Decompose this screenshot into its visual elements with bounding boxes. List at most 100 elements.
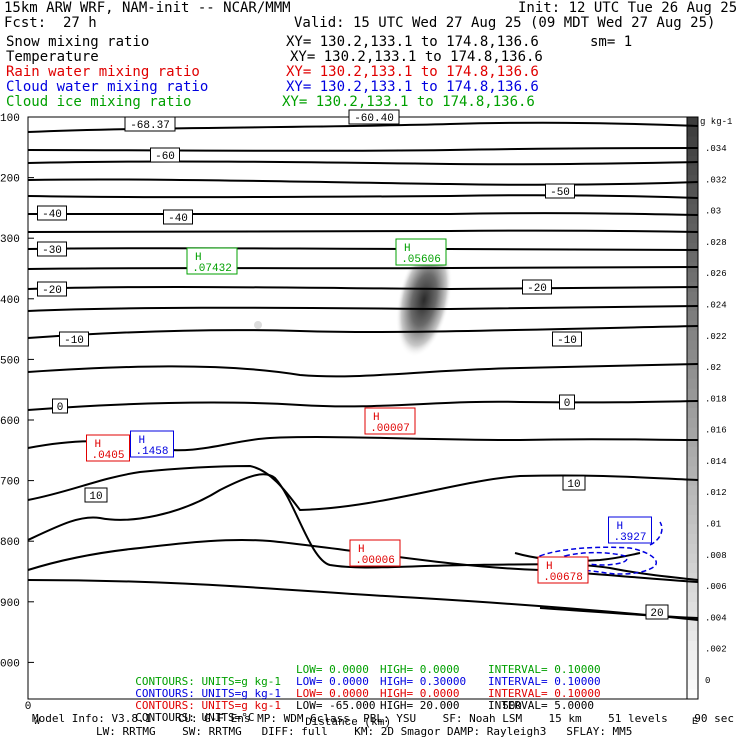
init-time: Init: 12 UTC Tue 26 Aug 25 (518, 0, 738, 16)
isotherm-line (27, 178, 699, 186)
contour-temp-label: CONTOURS: (135, 711, 195, 724)
y-tick-label: 500 (0, 355, 20, 367)
x-axis-title: Distance (km) (305, 717, 391, 729)
isotherm-label: -60 (155, 151, 175, 163)
colorbar-swatch (687, 689, 698, 700)
isotherm-label: -30 (42, 245, 62, 257)
contour-temp-high: HIGH= 20.000 (380, 699, 460, 712)
isotherm-top-label-box (348, 109, 400, 125)
field-cloudice-name: Cloud ice mixing ratio (6, 94, 192, 110)
field-cloudice-xy: XY= 130.2,133.1 to 174.8,136.6 (282, 94, 535, 110)
colorbar-swatch (687, 126, 698, 137)
isotherm-label: 0 (57, 402, 64, 414)
maximum-box (537, 556, 589, 584)
field-snow-xy: XY= 130.2,133.1 to 174.8,136.6 (286, 34, 539, 50)
maximum-value: .00007 (370, 423, 410, 435)
maximum-box (608, 516, 652, 544)
colorbar-swatch (687, 427, 698, 438)
contour-temp-units: UNITS=°C (201, 711, 255, 724)
field-rain-name: Rain water mixing ratio (6, 64, 200, 80)
colorbar-swatch (687, 330, 698, 341)
maximum-box (364, 407, 416, 435)
isotherm-line (27, 229, 699, 233)
maximum-value: .1458 (135, 446, 168, 458)
contour-ice-interval: INTERVAL= 0.10000 (488, 663, 601, 676)
colorbar-tick-label: .018 (705, 394, 727, 404)
y-tick-label: 100 (0, 113, 20, 125)
colorbar: g kg-1 .034 .032 .03 .028 .026 .024 .022 .02 .018… (686, 116, 732, 700)
x-tick-500: 500 (502, 701, 522, 713)
isotherm-label-box (124, 116, 176, 132)
colorbar-swatch (687, 155, 698, 166)
x-end-west: W (34, 717, 40, 728)
colorbar-swatch (687, 631, 698, 642)
colorbar-swatch (687, 252, 698, 263)
contour-ice-high: HIGH= 0.0000 (380, 663, 460, 676)
contour-info-ice: CONTOURS: UNITS=g kg-1 (122, 664, 281, 688)
colorbar-swatch (687, 485, 698, 496)
y-tick-label: 800 (0, 537, 20, 549)
y-tick-label: 400 (0, 295, 20, 307)
colorbar-swatch (687, 408, 698, 419)
colorbar-swatch (687, 543, 698, 554)
field-cloudwater-name: Cloud water mixing ratio (6, 79, 209, 95)
colorbar-swatch (687, 514, 698, 525)
isotherm-line (27, 212, 699, 216)
isotherm-label: -50 (550, 187, 570, 199)
maximum-h-label: H (546, 561, 553, 573)
colorbar-tick-label: .008 (705, 551, 727, 561)
isotherm-line (27, 147, 699, 152)
isotherm-line (27, 473, 699, 581)
colorbar-swatch (687, 291, 698, 302)
isotherm-label-box (150, 147, 180, 163)
colorbar-tick-label: .014 (705, 457, 727, 467)
isotherm-label-box (59, 331, 89, 347)
colorbar-swatch (687, 563, 698, 574)
colorbar-swatch (687, 204, 698, 215)
colorbar-swatch (687, 117, 698, 128)
model-info-line1: Model Info: V3.8.1 CU: G-F Ens MP: WDM 6… (32, 712, 734, 725)
colorbar-swatch (687, 243, 698, 254)
colorbar-swatch (687, 553, 698, 564)
colorbar-swatch (687, 660, 698, 671)
colorbar-tick-label: .02 (705, 363, 721, 373)
maximum-box (395, 238, 447, 266)
colorbar-tick-label: 0 (705, 676, 710, 686)
isotherm-label: -10 (557, 335, 577, 347)
isotherm-top-label: -60.40 (354, 113, 394, 125)
maximum-value: .0405 (91, 450, 124, 462)
snow-shading-light (254, 321, 262, 329)
isotherm-label-box (37, 281, 67, 297)
isotherm-line (27, 247, 699, 251)
valid-time: Valid: 15 UTC Wed 27 Aug 25 (09 MDT Wed … (294, 15, 716, 31)
maximum-h-label: H (373, 412, 380, 424)
isotherm-label: -40 (168, 213, 188, 225)
colorbar-swatch (687, 495, 698, 506)
isotherm-line (27, 464, 699, 512)
colorbar-tick-label: .032 (705, 175, 727, 185)
isotherm-label-box (645, 604, 669, 620)
contour-water-interval: INTERVAL= 0.10000 (488, 675, 601, 688)
colorbar-swatch (687, 534, 698, 545)
contour-info-water: CONTOURS: UNITS=g kg-1 (122, 676, 281, 700)
isotherm-label-box (562, 475, 586, 491)
colorbar-swatch (687, 378, 698, 390)
isotherm-line (539, 607, 699, 619)
isotherm-line (514, 552, 641, 562)
isotherm-label-box (37, 241, 67, 257)
isotherm-label: -68.37 (130, 120, 170, 132)
maximum-value: .3927 (613, 532, 646, 544)
colorbar-swatch (687, 650, 698, 661)
model-title: 15km ARW WRF, NAM-init -- NCAR/MMM (4, 0, 291, 16)
maximum-value: .00006 (355, 555, 395, 567)
isotherm-label: -40 (42, 209, 62, 221)
colorbar-swatch (687, 592, 698, 603)
maxima-labels: H.07432H.05606H.00007H.0405H.1458H.00006… (86, 238, 652, 584)
colorbar-swatch (687, 524, 698, 535)
colorbar-swatch (687, 572, 698, 584)
contour-rain-units: UNITS=g kg-1 (201, 699, 281, 712)
maximum-h-label: H (139, 435, 146, 447)
isotherm-line (27, 579, 699, 621)
isotherm-line (27, 160, 699, 166)
contour-rain-low: LOW= 0.0000 (296, 687, 369, 700)
